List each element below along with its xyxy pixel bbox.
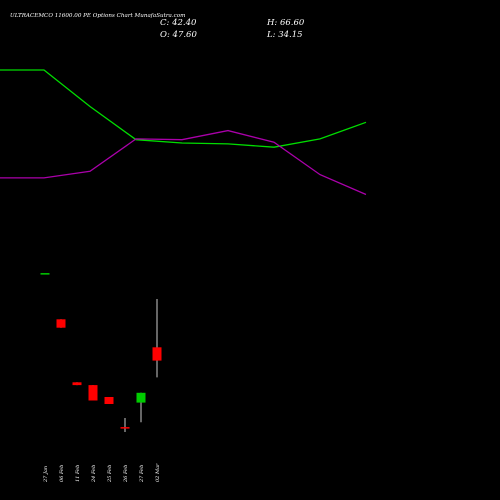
series-line-magenta bbox=[0, 129, 367, 196]
x-tick-label: 02 Mar bbox=[155, 463, 161, 482]
low-value: L: 34.15 bbox=[266, 30, 303, 40]
chart-title: ULTRACEMCO 11600.00 PE Options Chart Mun… bbox=[10, 13, 185, 19]
close-value: C: 42.40 bbox=[160, 18, 197, 28]
x-axis-ticks: 27 Jan 06 Feb 11 Feb 24 Feb 25 Feb 26 Feb 27 F… bbox=[43, 463, 161, 483]
candle-body bbox=[104, 397, 114, 404]
x-tick-label: 27 Jan bbox=[43, 466, 49, 483]
x-tick-label: 06 Feb bbox=[59, 465, 65, 482]
candle-body bbox=[40, 273, 50, 275]
candle-body bbox=[88, 385, 98, 401]
x-tick-label: 26 Feb bbox=[123, 465, 129, 483]
candle-body bbox=[136, 392, 146, 403]
lines-layer bbox=[0, 69, 367, 196]
series-line-green bbox=[0, 69, 367, 148]
open-value: O: 47.60 bbox=[160, 30, 197, 40]
candle-body bbox=[120, 427, 130, 429]
candles-layer bbox=[40, 273, 162, 432]
candle-body bbox=[56, 319, 66, 328]
candle-body bbox=[152, 347, 162, 361]
x-tick-label: 11 Feb bbox=[75, 465, 81, 482]
x-tick-label: 24 Feb bbox=[91, 465, 97, 483]
x-tick-label: 27 Feb bbox=[139, 465, 145, 483]
candle-body bbox=[72, 382, 82, 386]
high-value: H: 66.60 bbox=[266, 18, 305, 28]
x-tick-label: 25 Feb bbox=[107, 465, 113, 483]
